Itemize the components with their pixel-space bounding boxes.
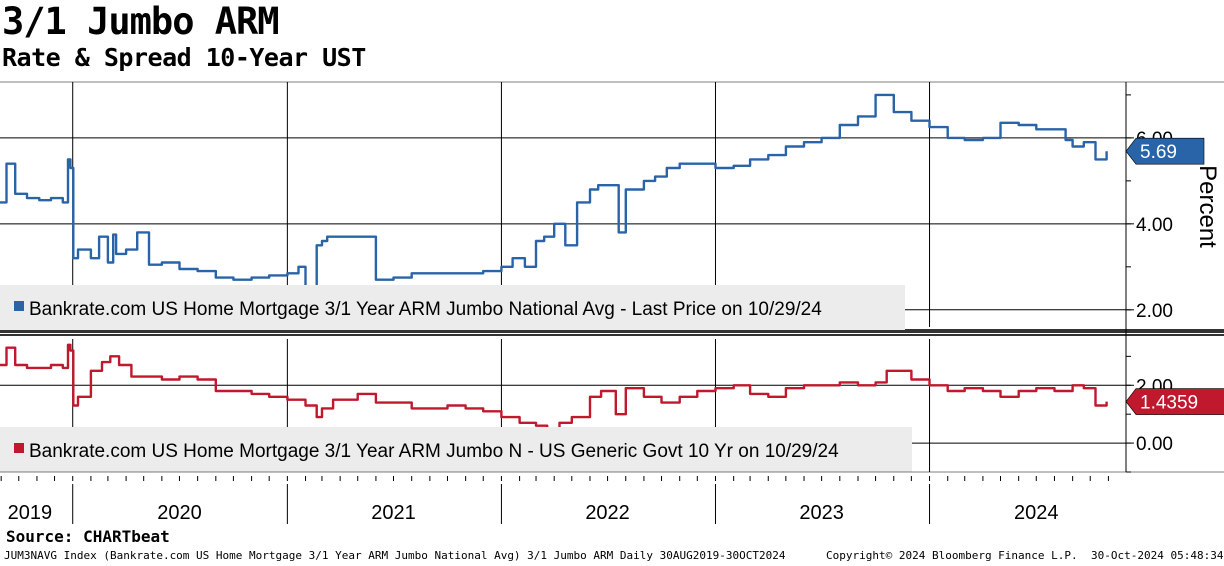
- xaxis-year-label: 2019: [8, 502, 53, 524]
- xaxis-year-label: 2022: [585, 502, 630, 524]
- rate-series-line: [0, 95, 1107, 286]
- panel-separator-inner: [0, 334, 1224, 336]
- spread-series-line: [0, 345, 1107, 435]
- xaxis-year-label: 2021: [371, 502, 416, 524]
- xaxis-year-label: 2023: [799, 502, 844, 524]
- legend-swatch: [14, 301, 24, 311]
- legend-label: Bankrate.com US Home Mortgage 3/1 Year A…: [29, 441, 839, 462]
- copyright-text: Copyright© 2024 Bloomberg Finance L.P.: [826, 549, 1078, 562]
- y-tick-label: 2.00: [1136, 301, 1173, 322]
- xaxis-year-label: 2020: [157, 502, 202, 524]
- xaxis-year-label: 2024: [1014, 502, 1059, 524]
- index-info-text: JUM3NAVG Index (Bankrate.com US Home Mor…: [4, 549, 785, 562]
- y-axis-label: Percent: [1194, 165, 1221, 248]
- legend-swatch: [14, 443, 24, 453]
- last-value-label: 1.4359: [1140, 393, 1198, 414]
- source-label: Source: CHARTbeat: [6, 527, 170, 546]
- y-tick-label: 4.00: [1136, 215, 1173, 236]
- y-tick-label: 0.00: [1136, 434, 1173, 455]
- timestamp-text: 30-Oct-2024 05:48:34: [1091, 549, 1223, 562]
- legend-label: Bankrate.com US Home Mortgage 3/1 Year A…: [29, 299, 822, 320]
- last-value-label: 5.69: [1140, 142, 1177, 163]
